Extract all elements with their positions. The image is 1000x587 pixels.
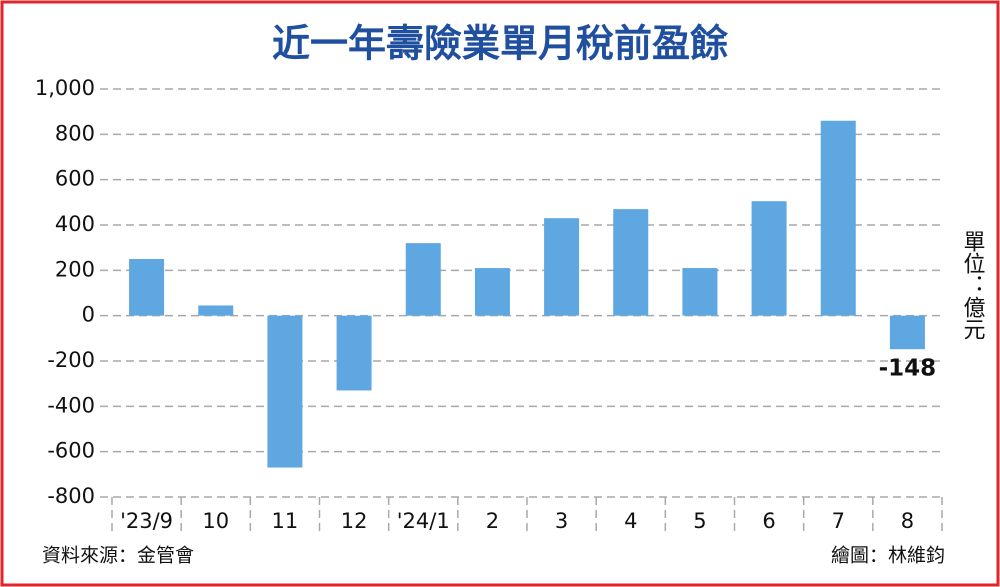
bar [820,120,856,316]
x-tick-label: 3 [555,509,568,533]
bar [751,201,787,316]
x-tick-label: 6 [762,509,775,533]
x-tick-label: '24/1 [397,509,450,533]
bar [613,209,649,316]
chart-title: 近一年壽險業單月稅前盈餘 [272,22,728,66]
bar [682,268,718,316]
bar [129,259,165,316]
x-tick-label: 4 [624,509,637,533]
bar [544,218,580,316]
y-tick-label: 0 [82,303,95,327]
y-tick-label: -800 [47,484,95,508]
bar [405,243,441,316]
y-tick-label: 800 [55,121,95,145]
bar [198,305,234,316]
x-tick-label: 7 [832,509,845,533]
bar [889,315,925,350]
data-label: -148 [879,356,937,382]
y-tick-label: -600 [47,439,95,463]
unit-label: 單位：億元 [960,230,986,340]
y-tick-label: 400 [55,212,95,236]
x-tick-label: 8 [901,509,914,533]
x-tick-label: 12 [341,509,368,533]
x-tick-label: 11 [272,509,299,533]
x-tick-label: 10 [202,509,229,533]
x-tick-label: '23/9 [120,509,173,533]
y-tick-label: -400 [47,393,95,417]
y-tick-label: 200 [55,257,95,281]
credit: 繪圖：林維鈞 [831,545,945,567]
source: 資料來源：金管會 [42,545,194,567]
x-tick-label: 5 [693,509,706,533]
bar [474,268,510,316]
y-tick-label: -200 [47,348,95,372]
y-tick-label: 1,000 [35,76,95,100]
bar [336,315,372,391]
y-tick-label: 600 [55,167,95,191]
x-tick-label: 2 [486,509,499,533]
bar [267,315,303,468]
